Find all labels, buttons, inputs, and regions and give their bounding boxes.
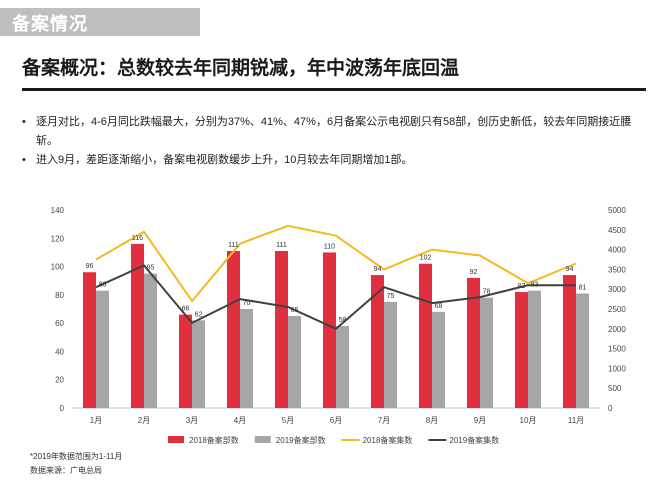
bar-data-label: 70 — [243, 300, 251, 307]
bar-2019备案部数 — [288, 316, 301, 408]
bar-data-label: 68 — [435, 303, 443, 310]
x-tick-label: 4月 — [234, 416, 246, 425]
section-tag-label: 备案情况 — [12, 14, 88, 34]
bar-data-label: 62 — [195, 311, 203, 318]
bar-2019备案部数 — [528, 290, 541, 408]
x-tick-label: 11月 — [568, 416, 584, 425]
y-left-tick-label: 100 — [51, 263, 65, 272]
bar-data-label: 116 — [132, 235, 143, 242]
bar-2018备案部数 — [131, 243, 144, 408]
bar-data-label: 96 — [86, 263, 94, 270]
bar-2019备案部数 — [480, 297, 493, 408]
x-tick-label: 3月 — [186, 416, 198, 425]
y-right-tick-label: 4000 — [608, 246, 626, 255]
bar-data-label: 94 — [374, 266, 382, 273]
bullet-marker: • — [22, 154, 26, 166]
x-tick-label: 9月 — [474, 416, 486, 425]
legend-label: 2019备案部数 — [276, 435, 326, 445]
legend-label: 2019备案集数 — [449, 435, 499, 445]
y-right-tick-label: 4500 — [608, 226, 626, 235]
y-right-tick-label: 1500 — [608, 345, 626, 354]
bullet-list: • 逐月对比，4-6月同比跌幅最大，分别为37%、41%、47%，6月备案公示电… — [22, 113, 640, 170]
bar-data-label: 82 — [518, 283, 526, 290]
x-tick-label: 10月 — [520, 416, 537, 425]
y-left-tick-label: 140 — [51, 206, 65, 215]
bar-2019备案部数 — [576, 293, 589, 408]
bullet-item: • 进入9月，差距逐渐缩小，备案电视剧数缓步上升，10月较去年同期增加1部。 — [22, 151, 640, 170]
bar-data-label: 110 — [324, 243, 335, 250]
bar-2018备案部数 — [467, 277, 480, 408]
slide-headline: 备案概况：总数较去年同期锐减，年中波荡年底回温 — [22, 58, 460, 79]
data-source: 数据来源：广电总局 — [30, 466, 102, 475]
bar-data-label: 78 — [483, 289, 491, 296]
bar-2018备案部数 — [179, 314, 192, 408]
section-tag: 备案情况 — [0, 8, 200, 36]
bullet-item: • 逐月对比，4-6月同比跌幅最大，分别为37%、41%、47%，6月备案公示电… — [22, 113, 640, 151]
bar-data-label: 94 — [566, 266, 574, 273]
bar-2019备案部数 — [432, 311, 445, 408]
y-left-tick-label: 0 — [60, 404, 65, 413]
legend-swatch — [254, 436, 271, 443]
headline-divider — [22, 88, 646, 91]
bullet-text: 逐月对比，4-6月同比跌幅最大，分别为37%、41%、47%，6月备案公示电视剧… — [36, 116, 632, 147]
bar-data-label: 92 — [470, 269, 478, 276]
bar-2019备案部数 — [96, 290, 109, 408]
bar-data-label: 102 — [420, 255, 432, 262]
x-tick-label: 5月 — [282, 416, 294, 425]
bar-2019备案部数 — [144, 273, 157, 408]
y-right-tick-label: 3000 — [608, 285, 626, 294]
x-tick-label: 2月 — [138, 416, 150, 425]
y-right-tick-label: 1000 — [608, 364, 626, 373]
bar-data-label: 81 — [579, 284, 587, 291]
bar-2019备案部数 — [384, 301, 397, 408]
line-2018备案集数 — [95, 224, 577, 303]
bar-data-label: 58 — [339, 317, 347, 324]
y-right-tick-label: 3500 — [608, 265, 626, 274]
bar-data-label: 111 — [276, 242, 287, 249]
bullet-text: 进入9月，差距逐渐缩小，备案电视剧数缓步上升，10月较去年同期增加1部。 — [36, 154, 413, 166]
bar-2018备案部数 — [563, 275, 576, 408]
x-tick-label: 1月 — [90, 416, 102, 425]
bullet-marker: • — [22, 116, 26, 128]
bar-data-label: 66 — [182, 306, 190, 313]
bar-2019备案部数 — [336, 325, 349, 408]
bar-data-label: 111 — [228, 242, 239, 249]
y-left-tick-label: 80 — [55, 291, 64, 300]
y-right-tick-label: 0 — [608, 404, 613, 413]
bar-data-label: 83 — [531, 282, 539, 289]
bar-2018备案部数 — [227, 251, 240, 408]
footnote: *2019年数据范围为1-11月 — [30, 452, 123, 461]
bar-2018备案部数 — [371, 275, 384, 408]
bar-2018备案部数 — [323, 252, 336, 408]
y-right-tick-label: 500 — [608, 384, 622, 393]
bar-data-label: 95 — [147, 265, 155, 272]
bar-2019备案部数 — [240, 309, 253, 408]
y-right-tick-label: 5000 — [608, 206, 626, 215]
bar-2018备案部数 — [275, 251, 288, 408]
bar-2019备案部数 — [192, 320, 205, 408]
x-tick-label: 6月 — [330, 416, 342, 425]
x-tick-label: 8月 — [426, 416, 438, 425]
bar-data-label: 83 — [99, 282, 107, 289]
legend-label: 2018备案部数 — [189, 435, 239, 445]
y-right-tick-label: 2000 — [608, 325, 626, 334]
bar-2018备案部数 — [83, 272, 96, 408]
bar-2018备案部数 — [515, 292, 528, 408]
bar-data-label: 75 — [387, 293, 395, 300]
y-left-tick-label: 40 — [55, 347, 64, 356]
y-left-tick-label: 120 — [51, 234, 65, 243]
y-right-tick-label: 2500 — [608, 305, 626, 314]
legend-swatch — [168, 436, 184, 443]
bar-2018备案部数 — [419, 263, 432, 408]
y-left-tick-label: 20 — [55, 376, 64, 385]
y-left-tick-label: 60 — [55, 319, 64, 328]
x-tick-label: 7月 — [378, 416, 390, 425]
legend-label: 2018备案集数 — [363, 435, 413, 445]
bar-data-label: 65 — [291, 307, 299, 314]
